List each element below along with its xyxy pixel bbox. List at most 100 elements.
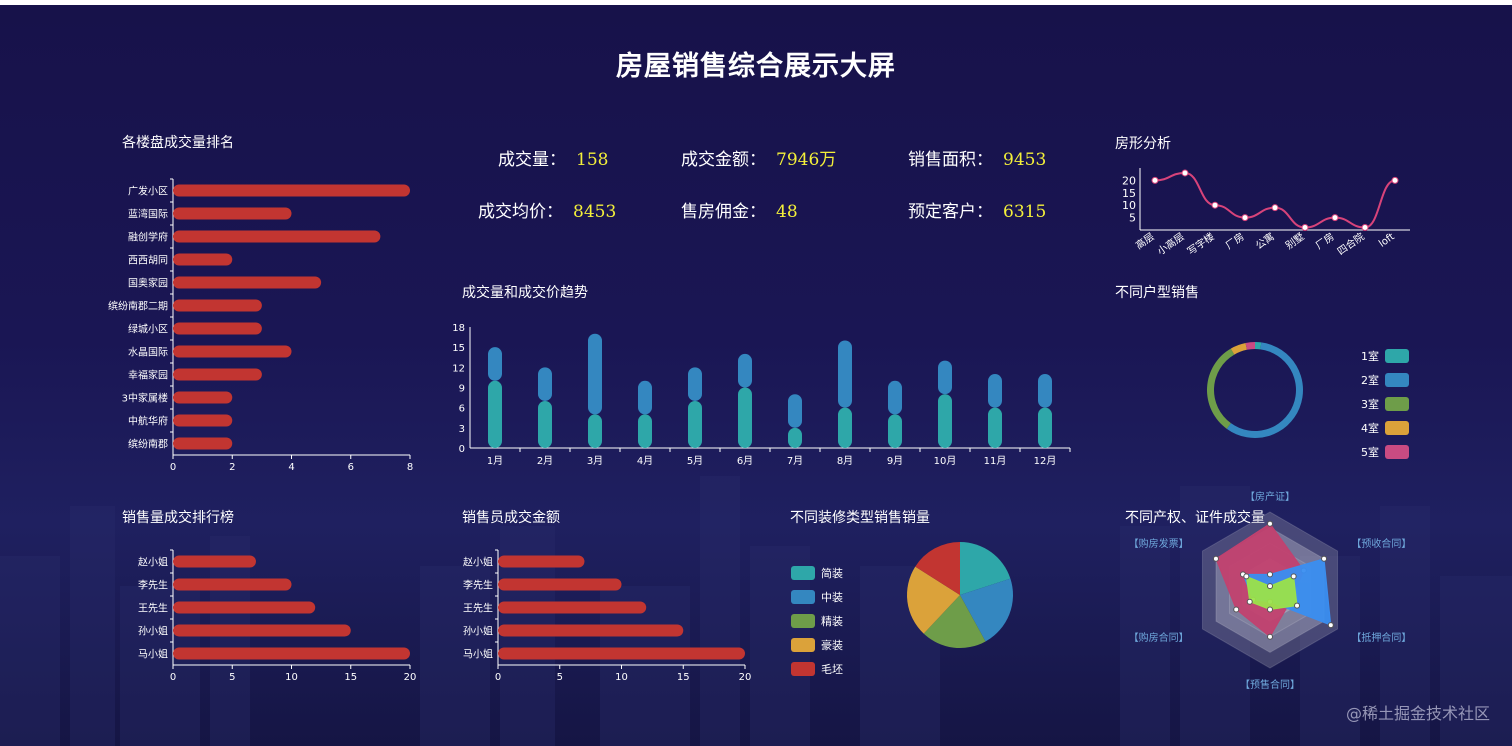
radar-series-point bbox=[1246, 598, 1253, 605]
radar-indicator-label: 【抵押合同】 bbox=[1351, 631, 1411, 644]
trend-x-label: 2月 bbox=[537, 455, 553, 467]
deco-legend-label: 中装 bbox=[821, 591, 843, 604]
house-point bbox=[1151, 176, 1159, 184]
trend-bar-series-1 bbox=[538, 400, 552, 448]
room-slice bbox=[1255, 342, 1262, 350]
deco-slice bbox=[915, 542, 960, 595]
ranking-category-label: 蓝湾国际 bbox=[128, 208, 168, 221]
house-y-tick-label: 15 bbox=[1122, 187, 1136, 200]
radar-series-point bbox=[1212, 555, 1219, 562]
trend-bar-series-1 bbox=[988, 407, 1002, 448]
radar-series-point bbox=[1267, 633, 1273, 640]
ranking-category-label: 中航华府 bbox=[128, 415, 168, 428]
trend-x-label: 1月 bbox=[487, 455, 503, 467]
ranking-bar bbox=[173, 437, 233, 450]
ranking-bar bbox=[173, 207, 292, 220]
house-line bbox=[1154, 171, 1396, 229]
house-point bbox=[1301, 224, 1309, 232]
ranking-bar bbox=[173, 345, 292, 358]
radar-series-point bbox=[1327, 622, 1334, 629]
house-category-label: 四合院 bbox=[1335, 230, 1367, 255]
ranking-category-label: 缤纷南郡 bbox=[128, 438, 168, 451]
sales-rank-category-label: 王先生 bbox=[138, 602, 168, 615]
house-category-label: 别墅 bbox=[1283, 231, 1306, 252]
sales-rank-category-label: 赵小姐 bbox=[138, 556, 168, 569]
sales-amount-bar bbox=[498, 624, 684, 637]
trend-bar-series-1 bbox=[688, 400, 702, 448]
trend-bar-series-1 bbox=[788, 427, 802, 448]
house-point bbox=[1241, 214, 1249, 222]
room-legend-swatch bbox=[1385, 349, 1409, 363]
sales-rank-category-label: 马小姐 bbox=[138, 648, 168, 661]
house-y-tick-label: 10 bbox=[1122, 199, 1136, 212]
house-point bbox=[1391, 176, 1399, 184]
trend-bar-series-1 bbox=[838, 407, 852, 448]
house-type-title: 房形分析 bbox=[1115, 136, 1171, 152]
radar-series-point bbox=[1321, 555, 1328, 562]
city-skyline-background bbox=[0, 476, 1512, 746]
room-legend-swatch bbox=[1385, 373, 1409, 387]
room-legend-label: 5室 bbox=[1361, 445, 1379, 459]
stat-amount: 成交金额： 7946万 bbox=[681, 150, 837, 170]
stat-area: 销售面积： 9453 bbox=[908, 150, 1047, 170]
deco-slice bbox=[960, 578, 1013, 642]
sales-amount-bar bbox=[498, 578, 622, 591]
deco-legend-swatch bbox=[791, 638, 815, 652]
trend-x-label: 4月 bbox=[637, 455, 653, 467]
trend-bar-series-2 bbox=[638, 380, 652, 415]
ranking-bar bbox=[173, 322, 262, 335]
sales-rank-bar bbox=[173, 624, 351, 637]
trend-bar-series-2 bbox=[988, 374, 1002, 408]
radar-indicator-label: 【预收合同】 bbox=[1351, 537, 1411, 550]
top-border bbox=[0, 0, 1512, 5]
house-point bbox=[1181, 169, 1189, 177]
ranking-category-label: 西西胡同 bbox=[128, 254, 168, 267]
room-type-chart: 1室 2室 3室 4室 5室 bbox=[1207, 342, 1409, 459]
radar-indicator-label: 【购房发票】 bbox=[1129, 537, 1189, 550]
room-slice bbox=[1230, 342, 1247, 355]
sales-rank-title: 销售量成交排行榜 bbox=[122, 510, 234, 526]
radar-indicator-label: 【预售合同】 bbox=[1240, 678, 1300, 690]
room-legend-swatch bbox=[1385, 445, 1409, 459]
trend-y-tick-label: 6 bbox=[459, 404, 465, 415]
room-slice bbox=[1245, 342, 1255, 350]
trend-x-label: 5月 bbox=[687, 455, 703, 467]
sales-rank-x-tick-label: 0 bbox=[170, 672, 176, 683]
ranking-bar bbox=[173, 253, 233, 266]
deco-legend-swatch bbox=[791, 662, 815, 676]
trend-bar-series-1 bbox=[588, 414, 602, 448]
trend-title: 成交量和成交价趋势 bbox=[462, 285, 588, 301]
sales-amount-bar bbox=[498, 601, 647, 614]
sales-amount-x-tick-label: 0 bbox=[495, 672, 501, 683]
sales-amount-bar bbox=[498, 555, 585, 568]
room-legend-label: 1室 bbox=[1361, 349, 1379, 363]
trend-bar-series-1 bbox=[738, 387, 752, 448]
trend-y-tick-label: 3 bbox=[459, 424, 465, 435]
sales-rank-category-label: 孙小姐 bbox=[138, 625, 168, 638]
sales-amount-x-tick-label: 5 bbox=[557, 672, 563, 683]
trend-x-label: 7月 bbox=[787, 455, 803, 467]
trend-bar-series-2 bbox=[838, 340, 852, 408]
ranking-category-label: 幸福家园 bbox=[128, 369, 168, 382]
sales-amount-bar bbox=[498, 647, 745, 660]
room-legend-swatch bbox=[1385, 421, 1409, 435]
trend-x-label: 6月 bbox=[737, 455, 753, 467]
room-slice bbox=[1207, 348, 1235, 429]
deco-legend-label: 豪装 bbox=[821, 638, 843, 652]
sales-rank-x-tick-label: 10 bbox=[285, 672, 298, 683]
decoration-title: 不同装修类型销售销量 bbox=[790, 510, 930, 526]
house-category-label: 高层 bbox=[1133, 230, 1157, 252]
trend-x-label: 12月 bbox=[1034, 455, 1057, 467]
trend-x-label: 11月 bbox=[984, 455, 1007, 467]
trend-x-label: 8月 bbox=[837, 455, 853, 467]
deco-legend-swatch bbox=[791, 614, 815, 628]
trend-y-tick-label: 12 bbox=[452, 363, 465, 374]
ranking-bar bbox=[173, 230, 381, 243]
trend-y-tick-label: 18 bbox=[452, 323, 465, 334]
radar-series-point bbox=[1267, 571, 1273, 578]
sales-rank-x-tick-label: 15 bbox=[344, 672, 357, 683]
sales-rank-x-tick-label: 5 bbox=[229, 672, 235, 683]
